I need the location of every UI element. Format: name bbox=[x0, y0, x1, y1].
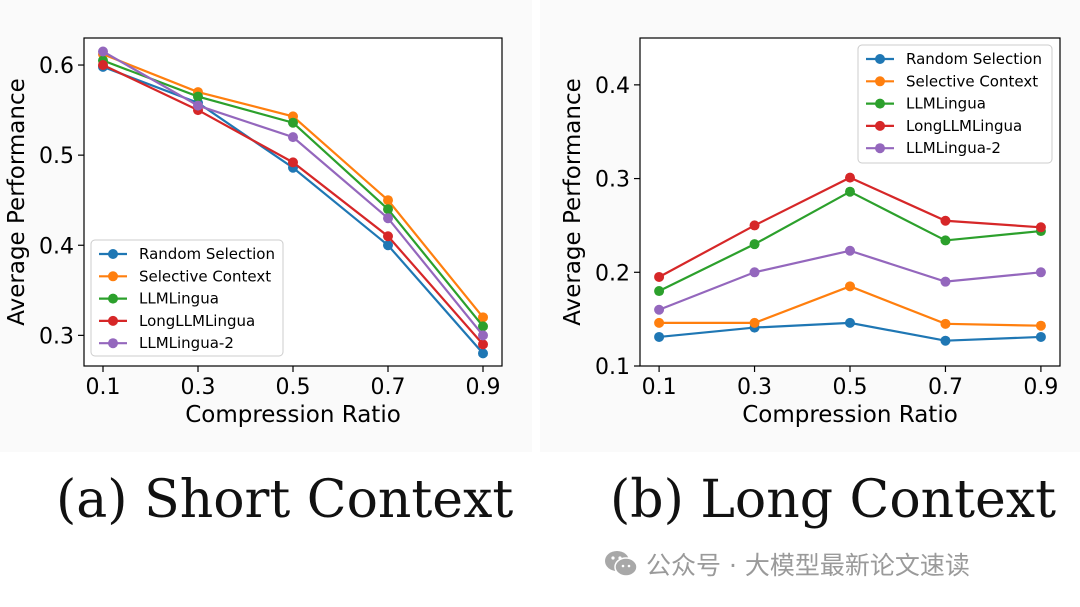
panel-b-point-selective-context bbox=[1035, 320, 1046, 331]
panel-a-legend-marker-random-selection bbox=[108, 249, 118, 259]
panel-b-x-tick-label: 0.7 bbox=[928, 375, 963, 400]
panel-a-point-random-selection bbox=[383, 240, 393, 251]
panel-a-legend-label-random-selection: Random Selection bbox=[139, 245, 275, 263]
panel-b-point-random-selection bbox=[654, 331, 665, 342]
watermark-text: 公众号 · 大模型最新论文速读 bbox=[646, 551, 970, 580]
panel-a-y-tick-label: 0.5 bbox=[39, 144, 74, 169]
panel-b-legend-label-llmlingua-2: LLMLingua-2 bbox=[906, 139, 1001, 157]
panel-b-point-selective-context bbox=[845, 281, 855, 292]
panel-b-y-axis-label: Average Performance bbox=[560, 78, 586, 326]
panel-a-point-llmlingua bbox=[478, 321, 488, 332]
panel-b-legend-label-longllmlingua: LongLLMLingua bbox=[906, 117, 1022, 135]
panel-a-point-llmlingua-2 bbox=[478, 330, 488, 341]
panel-a-legend-label-llmlingua: LLMLingua bbox=[139, 290, 219, 308]
panel-a-point-selective-context bbox=[478, 312, 488, 323]
panel-a-point-llmlingua bbox=[193, 91, 203, 102]
panel-a-point-longllmlingua bbox=[98, 60, 108, 71]
panel-b-point-llmlingua bbox=[940, 235, 951, 246]
panel-a-x-tick-label: 0.3 bbox=[181, 375, 216, 400]
panel-b-legend-marker-selective-context bbox=[875, 76, 885, 87]
panel-a-x-tick-label: 0.1 bbox=[86, 375, 121, 400]
panel-b-point-selective-context bbox=[749, 317, 760, 328]
panel-b-y-tick-label: 0.2 bbox=[595, 261, 630, 286]
panel-b-legend-marker-random-selection bbox=[875, 54, 885, 64]
panel-a-point-longllmlingua bbox=[478, 339, 488, 350]
panel-b-x-tick-label: 0.5 bbox=[833, 375, 868, 400]
panel-a-point-llmlingua bbox=[288, 117, 298, 128]
panel-b-y-tick-label: 0.3 bbox=[595, 168, 630, 193]
panel-b-point-longllmlingua bbox=[654, 271, 665, 282]
panel-b-point-random-selection bbox=[940, 335, 951, 346]
panel-b-point-llmlingua-2 bbox=[940, 276, 951, 287]
panel-b-point-longllmlingua bbox=[749, 220, 760, 231]
panel-a-y-tick-label: 0.6 bbox=[39, 54, 74, 79]
panel-a-legend-label-longllmlingua: LongLLMLingua bbox=[139, 312, 255, 330]
panel-a-point-longllmlingua bbox=[288, 157, 298, 168]
panel-b-point-llmlingua bbox=[654, 286, 665, 297]
panel-a-legend-label-llmlingua-2: LLMLingua-2 bbox=[139, 334, 234, 352]
panel-a-point-llmlingua bbox=[383, 204, 393, 215]
caption-short-context: (a) Short Context bbox=[56, 470, 514, 530]
wechat-icon bbox=[605, 551, 638, 577]
panel-a-point-random-selection bbox=[478, 348, 488, 359]
panel-b-point-longllmlingua bbox=[845, 172, 855, 183]
panel-a-legend-marker-selective-context bbox=[108, 271, 118, 282]
panel-b-point-selective-context bbox=[940, 318, 951, 329]
panel-b-y-tick-label: 0.1 bbox=[595, 355, 630, 380]
panel-a-y-axis-label: Average Performance bbox=[4, 78, 30, 326]
panel-a-y-tick-label: 0.4 bbox=[39, 234, 74, 259]
panel-a-x-tick-label: 0.7 bbox=[371, 375, 406, 400]
panel-a-x-tick-label: 0.5 bbox=[276, 375, 311, 400]
panel-b-x-axis-label: Compression Ratio bbox=[742, 402, 958, 428]
panel-b-legend-marker-llmlingua bbox=[875, 98, 885, 109]
panel-b-point-longllmlingua bbox=[940, 215, 951, 226]
panel-b-x-tick-label: 0.3 bbox=[737, 375, 772, 400]
panel-a-point-selective-context bbox=[383, 195, 393, 206]
panel-b-point-llmlingua-2 bbox=[654, 304, 665, 315]
panel-b-point-llmlingua bbox=[845, 186, 855, 197]
panel-a-x-axis-label: Compression Ratio bbox=[185, 402, 401, 428]
panel-b-point-llmlingua-2 bbox=[1035, 267, 1046, 278]
panel-b-point-llmlingua-2 bbox=[845, 245, 855, 256]
panel-b-point-llmlingua bbox=[749, 239, 760, 250]
panel-a-legend-marker-llmlingua-2 bbox=[108, 338, 118, 349]
panel-a-y-tick-label: 0.3 bbox=[39, 324, 74, 349]
panel-b-legend-label-selective-context: Selective Context bbox=[906, 72, 1038, 90]
panel-a-point-longllmlingua bbox=[383, 231, 393, 242]
panel-a-legend-box bbox=[90, 239, 284, 357]
panel-b-point-longllmlingua bbox=[1035, 222, 1046, 233]
panel-a-x-tick-label: 0.9 bbox=[466, 375, 501, 400]
panel-a-point-llmlingua-2 bbox=[193, 100, 203, 111]
panel-b-legend-label-random-selection: Random Selection bbox=[906, 50, 1042, 68]
panel-b-y-tick-label: 0.4 bbox=[595, 74, 630, 99]
panel-a-point-llmlingua-2 bbox=[383, 213, 393, 224]
panel-a-legend-marker-longllmlingua bbox=[108, 315, 118, 326]
panel-b-legend-box bbox=[857, 44, 1053, 164]
panel-b-legend-label-llmlingua: LLMLingua bbox=[906, 95, 986, 113]
panel-b-point-random-selection bbox=[845, 317, 855, 328]
panel-b-point-selective-context bbox=[654, 317, 665, 328]
panel-b-x-tick-label: 0.1 bbox=[642, 375, 677, 400]
watermark: 公众号 · 大模型最新论文速读 bbox=[604, 546, 970, 582]
panel-a-legend-label-selective-context: Selective Context bbox=[139, 267, 271, 285]
panel-b-point-random-selection bbox=[1035, 331, 1046, 342]
panel-b-point-llmlingua-2 bbox=[749, 267, 760, 278]
panel-a-point-llmlingua-2 bbox=[288, 132, 298, 143]
panel-b-legend-marker-llmlingua-2 bbox=[875, 143, 885, 154]
caption-long-context: (b) Long Context bbox=[610, 470, 1057, 530]
panel-b-legend-marker-longllmlingua bbox=[875, 120, 885, 131]
panel-a-legend-marker-llmlingua bbox=[108, 293, 118, 304]
panel-b-x-tick-label: 0.9 bbox=[1023, 375, 1058, 400]
panel-a-point-llmlingua-2 bbox=[98, 46, 108, 57]
